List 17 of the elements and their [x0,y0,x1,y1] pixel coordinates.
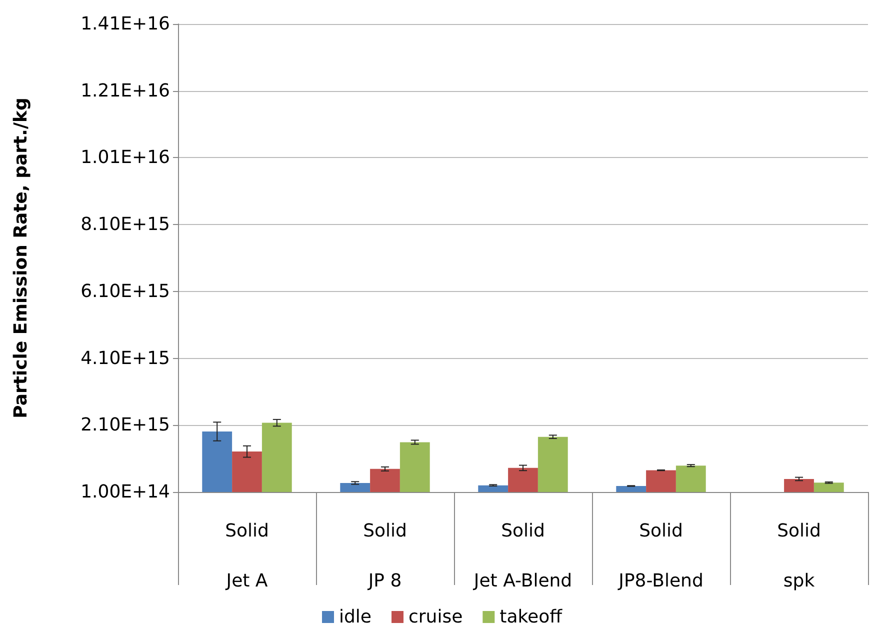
y-tick-label: 6.10E+15 [80,280,170,302]
category-label: Solid JP8-Blend [618,520,704,592]
y-tick-label: 1.21E+16 [80,80,170,102]
y-axis-title: Particle Emission Rate, part./kg [10,98,32,418]
y-tick-label: 2.10E+15 [80,414,170,436]
y-tick-label: 1.01E+16 [80,147,170,168]
legend-label: idle [338,606,372,628]
y-tick-label: 1.00E+14 [80,482,170,502]
category-label: Solid JP 8 [363,520,407,592]
legend-label: takeoff [500,606,563,628]
category-label: Solid Jet A [225,520,269,592]
y-tick-label: 4.10E+15 [80,348,170,369]
category-label: Solid spk [777,520,821,592]
y-tick-label: 8.10E+15 [80,214,170,236]
category-label: Solid Jet A-Blend [474,520,572,592]
y-tick-label: 1.41E+16 [80,14,170,34]
legend-label: cruise [408,606,463,628]
